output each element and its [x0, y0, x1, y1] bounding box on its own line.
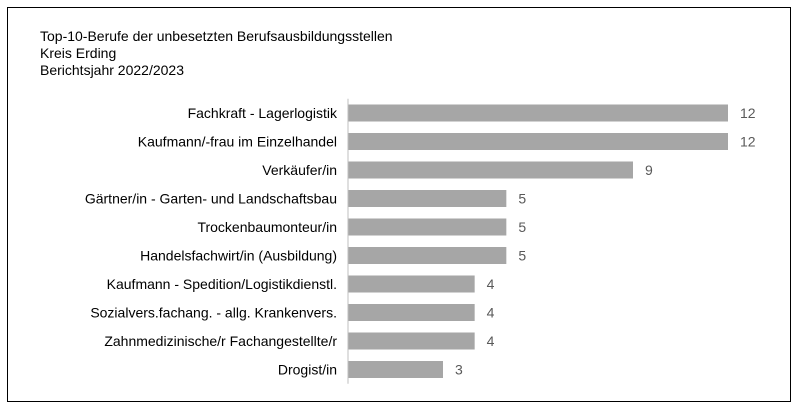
category-label: Zahnmedizinische/r Fachangestellte/r [104, 333, 337, 349]
bar [348, 247, 507, 264]
value-label: 5 [518, 248, 526, 264]
category-label: Sozialvers.fachang. - allg. Krankenvers. [90, 305, 337, 321]
bar [348, 161, 633, 179]
category-label: Verkäufer/in [262, 162, 337, 178]
bar [348, 275, 475, 293]
bar [348, 218, 507, 236]
value-label: 4 [487, 305, 495, 321]
value-label: 3 [455, 362, 463, 378]
bars-layer: Fachkraft - Lagerlogistik 12 Kaufmann/-fra… [85, 104, 756, 378]
category-label: Handelsfachwirt/in (Ausbildung) [140, 248, 337, 264]
bar [348, 190, 507, 207]
category-label: Trockenbaumonteur/in [197, 219, 337, 235]
value-label: 12 [740, 134, 756, 150]
value-label: 5 [518, 219, 526, 235]
bar [348, 133, 728, 150]
category-label: Kaufmann - Spedition/Logistikdienstl. [107, 276, 337, 292]
value-label: 4 [487, 276, 495, 292]
bar [348, 332, 475, 350]
bar [348, 104, 728, 122]
chart-title: Top-10-Berufe der unbesetzten Berufsausb… [40, 28, 393, 44]
value-label: 4 [487, 333, 495, 349]
category-label: Fachkraft - Lagerlogistik [188, 105, 338, 121]
bar [348, 304, 475, 321]
bar [348, 361, 443, 378]
value-label: 5 [518, 191, 526, 207]
value-label: 12 [740, 105, 756, 121]
category-label: Kaufmann/-frau im Einzelhandel [138, 134, 337, 150]
chart-subtitle-period: Berichtsjahr 2022/2023 [40, 62, 184, 78]
category-label: Drogist/in [278, 362, 337, 378]
value-label: 9 [645, 162, 653, 178]
category-label: Gärtner/in - Garten- und Landschaftsbau [85, 191, 337, 207]
chart-subtitle: Kreis Erding [40, 45, 117, 61]
